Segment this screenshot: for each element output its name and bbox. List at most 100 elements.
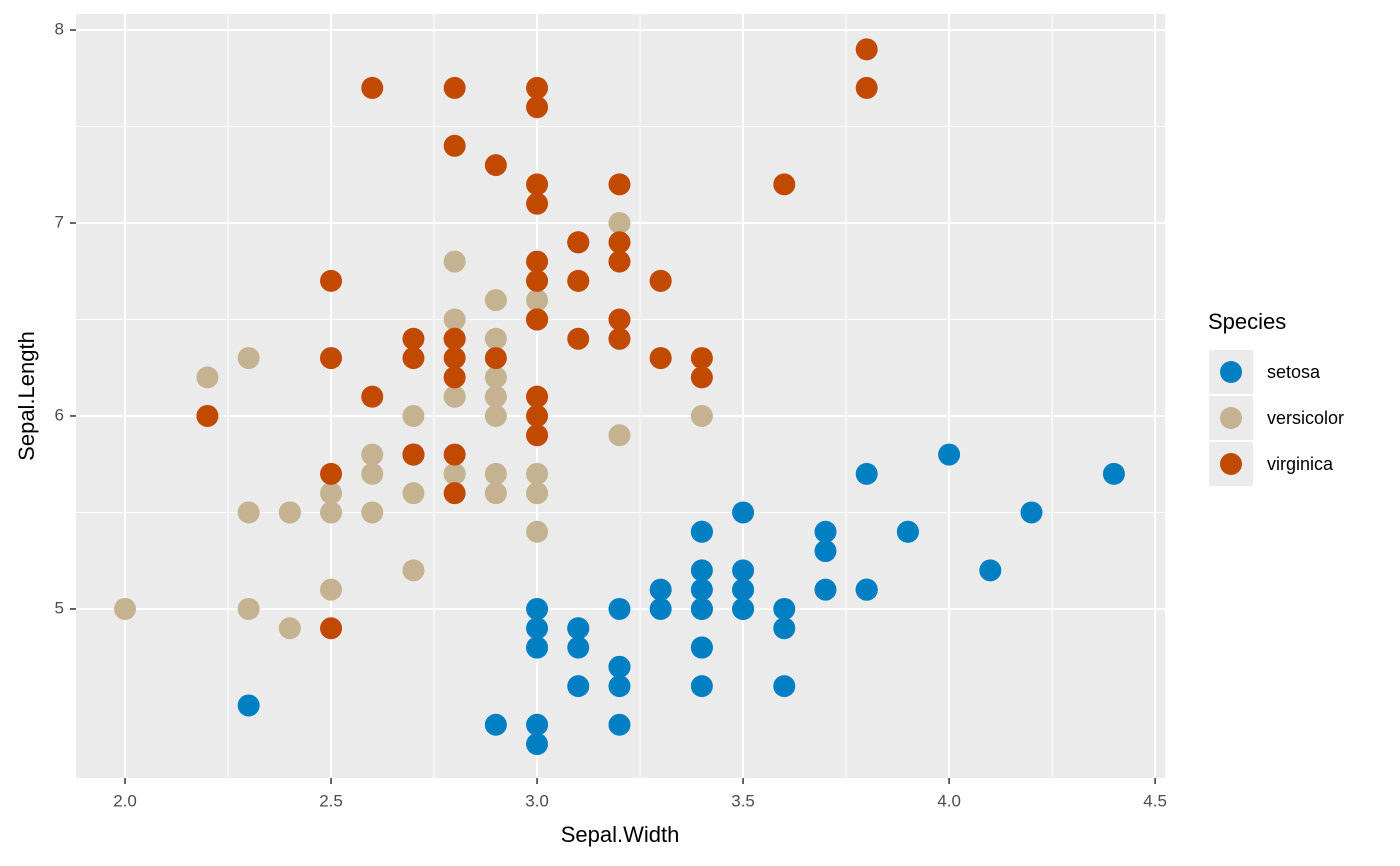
point	[855, 578, 878, 601]
point	[361, 462, 384, 485]
point	[361, 385, 384, 408]
point	[567, 617, 590, 640]
point	[237, 597, 260, 620]
point	[608, 424, 631, 447]
point	[320, 501, 343, 524]
point	[1102, 462, 1125, 485]
x-axis-title: Sepal.Width	[561, 822, 680, 847]
y-axis-title: Sepal.Length	[14, 331, 39, 461]
point	[608, 675, 631, 698]
point	[484, 482, 507, 505]
y-tick-label: 7	[55, 212, 64, 231]
point	[608, 327, 631, 350]
x-tick-label: 3.0	[525, 791, 549, 810]
point	[526, 250, 549, 273]
point	[237, 347, 260, 370]
point	[402, 347, 425, 370]
legend-swatch	[1220, 407, 1242, 429]
point	[320, 269, 343, 292]
point	[361, 443, 384, 466]
point	[443, 366, 466, 389]
point	[402, 443, 425, 466]
point	[608, 211, 631, 234]
point	[690, 559, 713, 582]
point	[649, 578, 672, 601]
y-tick-label: 8	[55, 20, 64, 39]
point	[526, 192, 549, 215]
x-tick-label: 4.0	[937, 791, 961, 810]
point	[608, 250, 631, 273]
point	[608, 655, 631, 678]
point	[402, 482, 425, 505]
point	[526, 424, 549, 447]
point	[443, 76, 466, 99]
point	[814, 520, 837, 543]
point	[402, 327, 425, 350]
point	[526, 76, 549, 99]
point	[690, 404, 713, 427]
point	[567, 327, 590, 350]
point	[443, 327, 466, 350]
point	[320, 578, 343, 601]
point	[690, 597, 713, 620]
point	[773, 617, 796, 640]
point	[443, 462, 466, 485]
point	[773, 675, 796, 698]
point	[484, 327, 507, 350]
point	[320, 617, 343, 640]
point	[526, 520, 549, 543]
point	[443, 250, 466, 273]
point	[526, 308, 549, 331]
point	[896, 520, 919, 543]
point	[484, 385, 507, 408]
point	[526, 173, 549, 196]
point	[690, 366, 713, 389]
point	[773, 597, 796, 620]
point	[484, 154, 507, 177]
point	[608, 713, 631, 736]
point	[361, 76, 384, 99]
point	[649, 347, 672, 370]
point	[608, 597, 631, 620]
point	[484, 713, 507, 736]
point	[690, 636, 713, 659]
point	[402, 404, 425, 427]
point	[1020, 501, 1043, 524]
point	[526, 636, 549, 659]
point	[690, 520, 713, 543]
point	[196, 404, 219, 427]
legend-label: setosa	[1267, 362, 1321, 382]
point	[526, 482, 549, 505]
point	[526, 617, 549, 640]
point	[855, 462, 878, 485]
point	[608, 173, 631, 196]
points	[114, 38, 1125, 756]
point	[608, 231, 631, 254]
point	[979, 559, 1002, 582]
legend: setosa versicolor virginica	[1209, 350, 1344, 486]
point	[484, 404, 507, 427]
point	[732, 597, 755, 620]
point	[237, 694, 260, 717]
point	[567, 636, 590, 659]
point	[855, 38, 878, 61]
point	[278, 501, 301, 524]
x-tick-label: 4.5	[1143, 791, 1167, 810]
x-tick-label: 2.5	[319, 791, 343, 810]
point	[649, 269, 672, 292]
point	[690, 347, 713, 370]
y-tick-label: 5	[55, 598, 64, 617]
point	[814, 540, 837, 563]
point	[567, 675, 590, 698]
point	[649, 597, 672, 620]
point	[320, 462, 343, 485]
point	[443, 443, 466, 466]
point	[773, 173, 796, 196]
point	[484, 289, 507, 312]
point	[938, 443, 961, 466]
point	[484, 347, 507, 370]
point	[443, 482, 466, 505]
legend-title: Species	[1208, 309, 1286, 334]
panel	[76, 14, 1165, 778]
